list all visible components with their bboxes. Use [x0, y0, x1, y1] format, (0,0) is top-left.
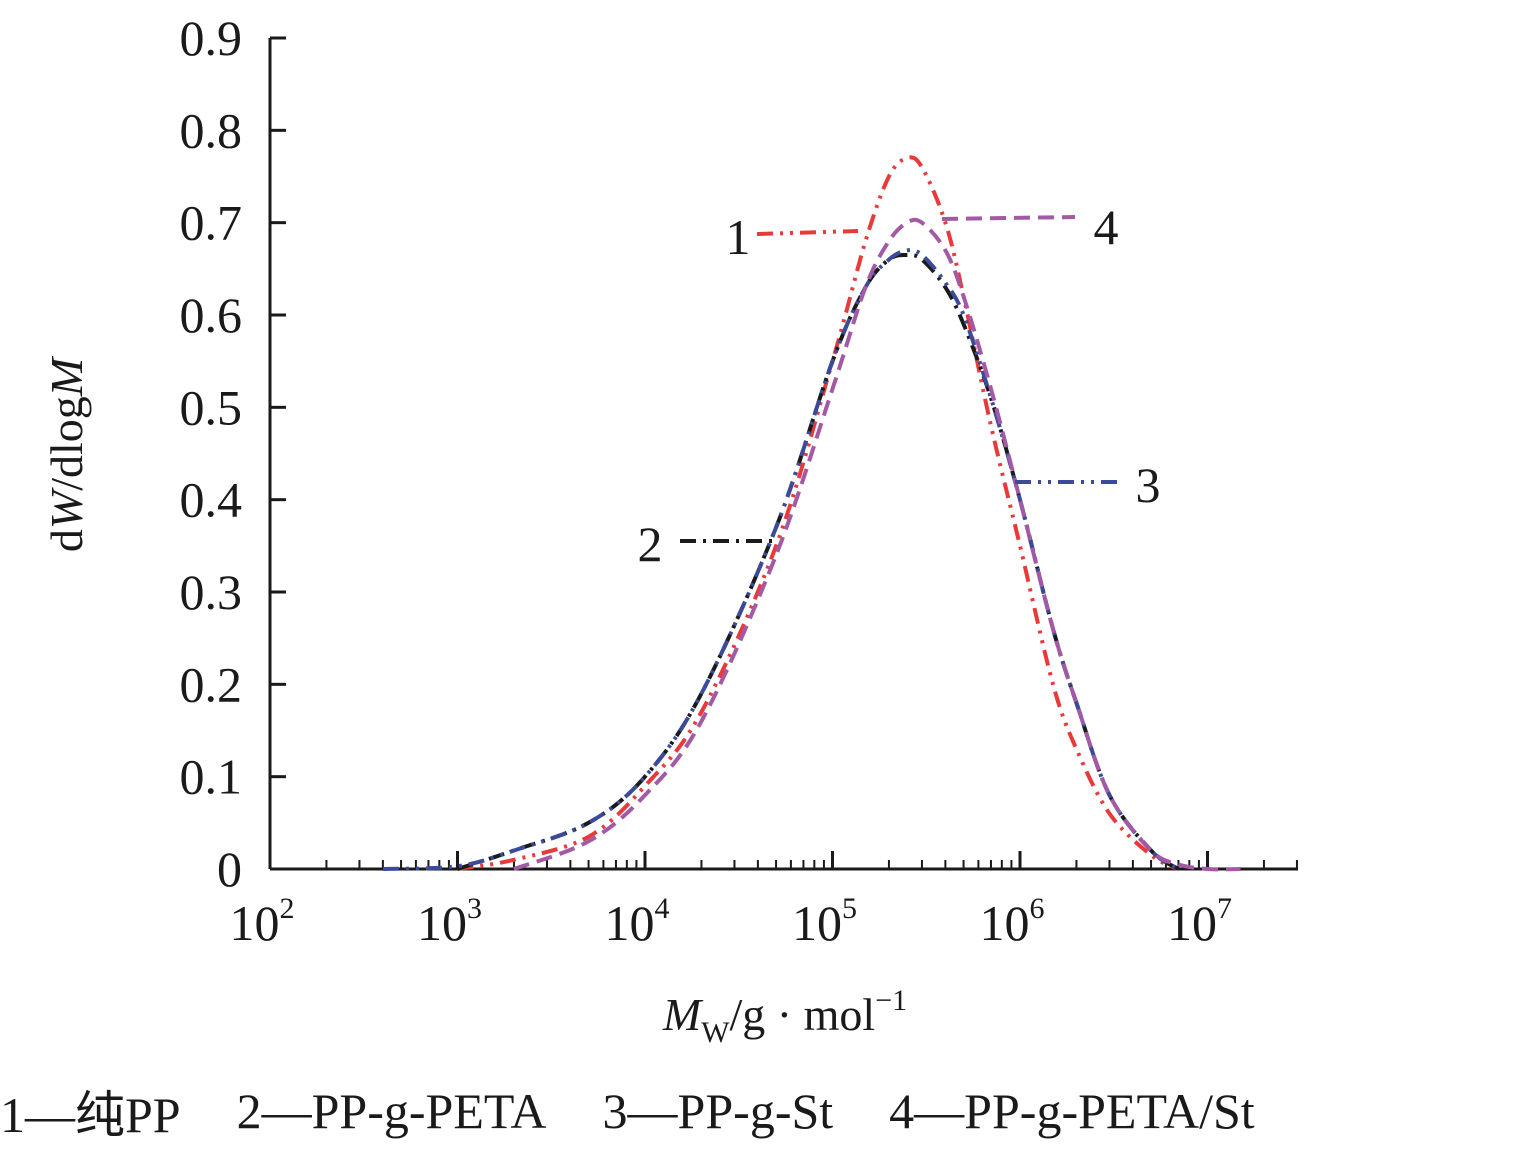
axes	[268, 38, 1298, 871]
series-line-2	[456, 252, 1180, 871]
x-tick-exp: 3	[467, 892, 482, 925]
callout-label-3: 3	[1136, 457, 1161, 513]
y-axis-title-d: d	[41, 529, 92, 552]
y-axis-title-w: W	[41, 487, 92, 529]
x-tick-base: 10	[792, 895, 842, 951]
x-tick-label: 105	[792, 892, 857, 951]
x-tick-base: 10	[1167, 895, 1217, 951]
y-tick-label: 0	[217, 841, 242, 897]
x-axis-title-main: M	[662, 989, 704, 1040]
y-axis-title-m: M	[41, 355, 92, 397]
callout-label-2: 2	[638, 516, 663, 572]
legend-item-2: 2—PP-g-PETA	[236, 1083, 547, 1139]
y-tick-label: 0.3	[180, 564, 243, 620]
x-tick-exp: 4	[655, 892, 670, 925]
y-tick-label: 0.6	[180, 287, 243, 343]
series-line-3	[382, 248, 1180, 871]
y-tick-label: 0.9	[180, 10, 243, 66]
x-tick-label: 103	[417, 892, 482, 951]
x-tick-label: 102	[230, 892, 295, 951]
x-tick-exp: 5	[842, 892, 857, 925]
y-axis-title-mid: /dlog	[41, 396, 92, 491]
x-tick-label: 106	[980, 892, 1045, 951]
x-tick-exp: 7	[1217, 892, 1232, 925]
x-tick-exp: 6	[1030, 892, 1045, 925]
series-line-4	[513, 217, 1241, 872]
legend-item-3: 3—PP-g-St	[602, 1083, 834, 1139]
y-tick-label: 0.2	[180, 656, 243, 712]
y-tick-label: 0.1	[180, 749, 243, 805]
x-tick-base: 10	[605, 895, 655, 951]
x-tick-base: 10	[417, 895, 467, 951]
x-tick-exp: 2	[280, 892, 295, 925]
x-axis-title: MW/g · mol−1	[662, 984, 907, 1049]
series-line-1	[457, 155, 1180, 871]
legend: 1—纯PP 2—PP-g-PETA 3—PP-g-St 4—PP-g-PETA/…	[0, 1076, 1518, 1146]
x-axis-title-sup: −1	[875, 984, 907, 1017]
y-tick-label: 0.4	[180, 472, 243, 528]
legend-item-4: 4—PP-g-PETA/St	[889, 1083, 1255, 1139]
x-axis-title-sub: W	[701, 1016, 730, 1049]
x-tick-base: 10	[230, 895, 280, 951]
x-tick-base: 10	[980, 895, 1030, 951]
callout-label-4: 4	[1094, 199, 1119, 255]
y-tick-label: 0.5	[180, 379, 243, 435]
y-tick-label: 0.8	[180, 102, 243, 158]
x-tick-label: 107	[1167, 892, 1232, 951]
callouts: 1 2 3 4	[638, 199, 1161, 572]
y-tick-label: 0.7	[180, 195, 243, 251]
x-axis-title-rest: /g · mol	[730, 989, 876, 1040]
callout-label-1: 1	[726, 209, 751, 265]
series	[382, 155, 1241, 872]
y-axis-title: dW/dlogM	[41, 355, 92, 552]
callout-leader-1	[756, 229, 859, 236]
callout-leader-4	[941, 215, 1076, 221]
legend-item-1: 1—纯PP	[0, 1087, 181, 1143]
x-tick-label: 104	[605, 892, 670, 951]
